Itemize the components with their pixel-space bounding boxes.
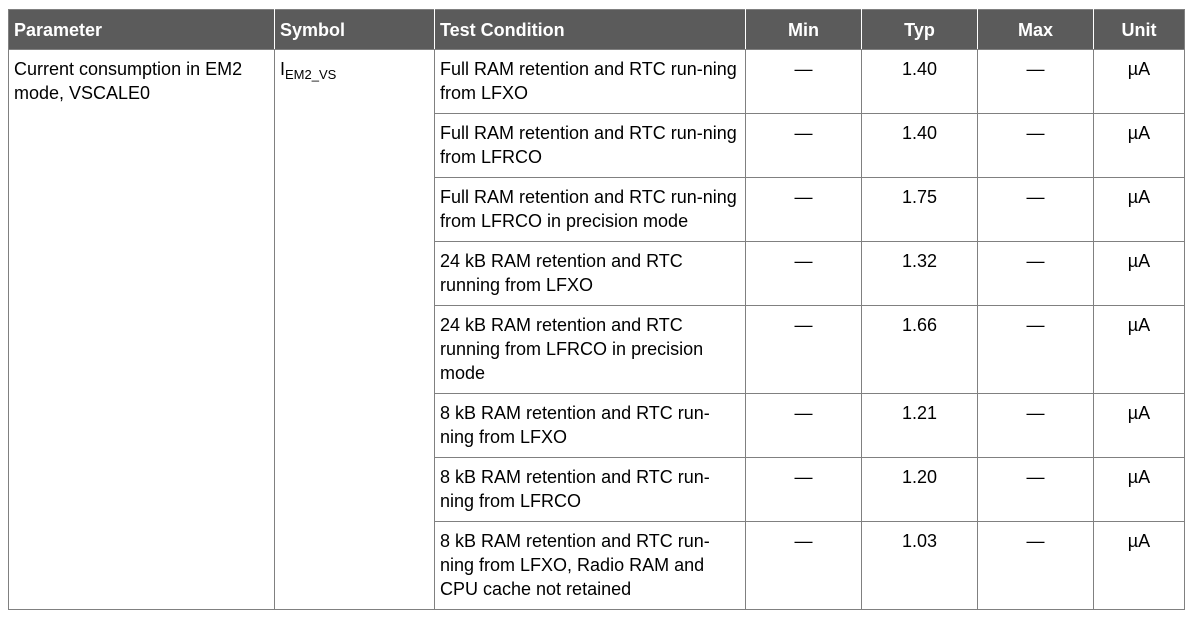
- test-condition-cell: Full RAM retention and RTC run-ning from…: [434, 113, 746, 178]
- header-max: Max: [977, 9, 1094, 50]
- test-condition-cell: Full RAM retention and RTC run-ning from…: [434, 177, 746, 242]
- typ-cell: 1.66: [861, 305, 978, 394]
- max-cell: —: [977, 305, 1094, 394]
- header-typ: Typ: [861, 9, 978, 50]
- max-cell: —: [977, 457, 1094, 522]
- min-cell: —: [745, 241, 862, 306]
- header-unit: Unit: [1093, 9, 1185, 50]
- min-cell: —: [745, 393, 862, 458]
- table-body: Current consumption in EM2 mode, VSCALE0…: [8, 49, 1185, 610]
- table-row: 8 kB RAM retention and RTC run-ning from…: [9, 393, 1185, 458]
- unit-cell: µA: [1093, 113, 1185, 178]
- min-cell: —: [745, 113, 862, 178]
- unit-cell: µA: [1093, 241, 1185, 306]
- unit-cell: µA: [1093, 305, 1185, 394]
- header-row: Parameter Symbol Test Condition Min Typ …: [8, 9, 1185, 50]
- table-row: 24 kB RAM retention and RTC running from…: [9, 241, 1185, 306]
- symbol-subscript: EM2_VS: [285, 67, 337, 82]
- symbol-cell: IEM2_VS: [274, 49, 435, 610]
- header-min: Min: [745, 9, 862, 50]
- table-row: 24 kB RAM retention and RTC running from…: [9, 305, 1185, 394]
- typ-cell: 1.32: [861, 241, 978, 306]
- min-cell: —: [745, 305, 862, 394]
- test-condition-cell: 24 kB RAM retention and RTC running from…: [434, 305, 746, 394]
- typ-cell: 1.40: [861, 49, 978, 114]
- unit-cell: µA: [1093, 457, 1185, 522]
- unit-cell: µA: [1093, 177, 1185, 242]
- max-cell: —: [977, 241, 1094, 306]
- max-cell: —: [977, 177, 1094, 242]
- min-cell: —: [745, 521, 862, 610]
- table-row: Full RAM retention and RTC run-ning from…: [9, 177, 1185, 242]
- typ-cell: 1.40: [861, 113, 978, 178]
- unit-cell: µA: [1093, 393, 1185, 458]
- typ-cell: 1.21: [861, 393, 978, 458]
- test-condition-cell: 8 kB RAM retention and RTC run-ning from…: [434, 521, 746, 610]
- table-row: 8 kB RAM retention and RTC run-ning from…: [9, 521, 1185, 610]
- table-row: 8 kB RAM retention and RTC run-ning from…: [9, 457, 1185, 522]
- spec-table: Parameter Symbol Test Condition Min Typ …: [8, 9, 1185, 610]
- typ-cell: 1.20: [861, 457, 978, 522]
- min-cell: —: [745, 177, 862, 242]
- header-parameter: Parameter: [8, 9, 275, 50]
- test-condition-cell: 8 kB RAM retention and RTC run-ning from…: [434, 393, 746, 458]
- test-condition-cell: Full RAM retention and RTC run-ning from…: [434, 49, 746, 114]
- typ-cell: 1.03: [861, 521, 978, 610]
- test-condition-cell: 24 kB RAM retention and RTC running from…: [434, 241, 746, 306]
- symbol-base: I: [280, 59, 286, 79]
- unit-cell: µA: [1093, 49, 1185, 114]
- test-condition-cell: 8 kB RAM retention and RTC run-ning from…: [434, 457, 746, 522]
- table-row: Full RAM retention and RTC run-ning from…: [9, 113, 1185, 178]
- min-cell: —: [745, 49, 862, 114]
- max-cell: —: [977, 521, 1094, 610]
- unit-cell: µA: [1093, 521, 1185, 610]
- parameter-cell: Current consumption in EM2 mode, VSCALE0: [8, 49, 275, 610]
- max-cell: —: [977, 393, 1094, 458]
- min-cell: —: [745, 457, 862, 522]
- table-row: Current consumption in EM2 mode, VSCALE0…: [8, 49, 1185, 610]
- typ-cell: 1.75: [861, 177, 978, 242]
- max-cell: —: [977, 49, 1094, 114]
- header-symbol: Symbol: [274, 9, 435, 50]
- max-cell: —: [977, 113, 1094, 178]
- header-test-condition: Test Condition: [434, 9, 746, 50]
